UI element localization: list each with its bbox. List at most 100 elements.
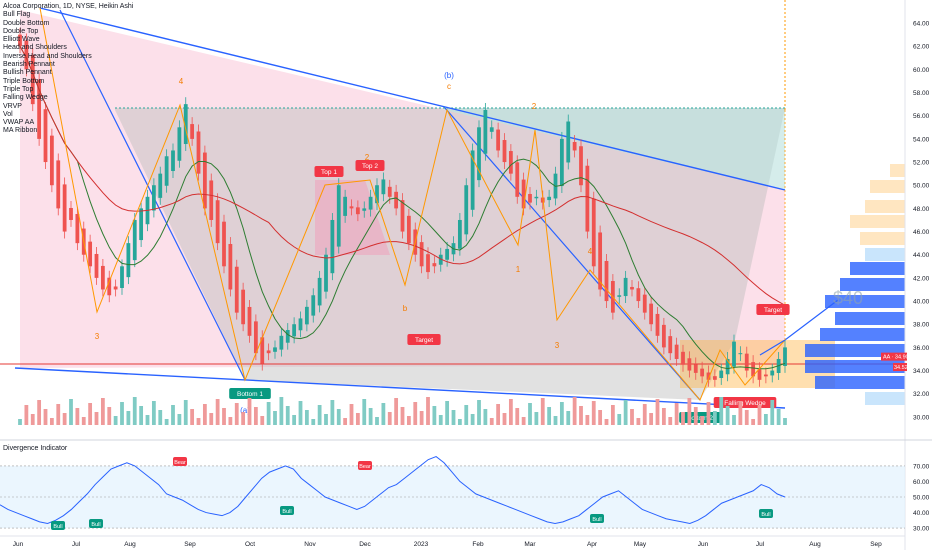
candle-body xyxy=(336,185,341,247)
volume-bar xyxy=(528,403,532,425)
x-tick-label: Sep xyxy=(184,541,196,548)
y-tick-label: 30.00 xyxy=(913,414,930,421)
volume-bar xyxy=(190,409,195,425)
candle-body xyxy=(706,372,711,380)
divergence-signal-label: Bull xyxy=(761,512,770,518)
volume-bar xyxy=(636,418,641,425)
y-tick-label: 58.00 xyxy=(913,90,930,97)
y-tick-label: 42.00 xyxy=(913,275,930,282)
y-tick-label: 46.00 xyxy=(913,229,930,236)
volume-bar xyxy=(368,408,373,425)
volume-bar xyxy=(477,400,481,425)
divergence-signal-badge xyxy=(89,519,103,528)
indicator-legend-item[interactable]: Bull Flag xyxy=(3,11,31,19)
volume-bar xyxy=(521,417,526,425)
indicator-legend-item[interactable]: Double Bottom xyxy=(3,19,50,27)
candle-body xyxy=(62,184,67,232)
indicator-legend-item[interactable]: Bearish Pennant xyxy=(3,61,55,69)
volume-bar xyxy=(630,409,634,425)
y-tick-label: 48.00 xyxy=(913,206,930,213)
volume-bar xyxy=(81,417,86,425)
y-tick-label: 52.00 xyxy=(913,160,930,167)
candle-body xyxy=(751,362,756,377)
x-tick-label: Aug xyxy=(809,541,821,548)
volume-bar xyxy=(209,413,214,425)
candle-body xyxy=(139,208,144,241)
volume-bar xyxy=(120,402,124,425)
volume-bar xyxy=(94,412,99,425)
x-tick-label: Mar xyxy=(524,541,536,548)
volume-bar xyxy=(591,401,596,425)
volume-profile-bar xyxy=(890,164,905,177)
indicator-legend-item[interactable]: Head and Shoulders xyxy=(3,44,67,52)
volume-bar xyxy=(776,409,781,425)
candle-body xyxy=(304,306,309,325)
indicator-legend-item[interactable]: Triple Bottom xyxy=(3,77,45,85)
candle-body xyxy=(279,335,284,350)
wave-label: (a) xyxy=(240,406,250,415)
volume-bar xyxy=(483,409,488,425)
volume-bar xyxy=(375,417,379,425)
indicator-legend-item[interactable]: Elliott Wave xyxy=(3,36,40,44)
volume-bar xyxy=(247,398,252,425)
indicator-legend-item[interactable]: VRVP xyxy=(3,102,22,110)
volume-profile-bar xyxy=(825,295,905,308)
candle-body xyxy=(515,162,520,197)
candle-body xyxy=(49,135,54,186)
x-tick-label: Nov xyxy=(304,541,316,548)
volume-bar xyxy=(228,417,233,425)
candle-body xyxy=(604,260,609,302)
indicator-legend-item[interactable]: VWAP AA xyxy=(3,119,35,127)
divergence-signal-label: Bear xyxy=(174,460,186,466)
volume-bar xyxy=(177,414,182,425)
volume-bar xyxy=(534,412,539,425)
price-label: 34.52 xyxy=(894,365,908,371)
candle-body xyxy=(18,34,22,47)
candle-body xyxy=(661,324,666,348)
pattern-badge xyxy=(355,160,385,171)
candle-body xyxy=(630,286,634,290)
indicator-legend-item[interactable]: Falling Wedge xyxy=(3,94,48,102)
divergence-signal-label: Bear xyxy=(359,464,371,470)
candle-body xyxy=(126,243,131,278)
volume-bar xyxy=(432,406,437,425)
candle-body xyxy=(725,358,730,375)
volume-bar xyxy=(572,397,577,425)
candle-body xyxy=(681,351,685,365)
indicator-list: Bull Flag Double Bottom Double Top Elliott … xyxy=(3,11,133,135)
pattern-label: Target xyxy=(415,337,433,344)
volume-bar xyxy=(336,409,341,425)
y-tick-label: 38.00 xyxy=(913,322,930,329)
candle-body xyxy=(566,121,571,163)
volume-bar xyxy=(598,410,603,425)
wave-label: 1 xyxy=(516,265,521,274)
candle-body xyxy=(241,289,246,325)
indicator-legend-item[interactable]: Triple Top xyxy=(3,85,34,93)
indicator-legend-item[interactable]: Inverse Head and Shoulders xyxy=(3,52,92,60)
indicator-legend-item[interactable]: Bullish Pennant xyxy=(3,69,52,77)
indicator-legend-item[interactable]: MA Ribbon xyxy=(3,127,38,135)
volume-bar xyxy=(132,397,137,425)
candle-body xyxy=(770,370,775,376)
candle-body xyxy=(712,376,717,380)
volume-profile-bar xyxy=(840,278,905,291)
volume-bar xyxy=(438,415,443,425)
wave-label: (b) xyxy=(444,71,454,80)
volume-bar xyxy=(674,403,679,425)
candle-body xyxy=(88,241,93,267)
pattern-badge xyxy=(407,334,441,345)
candle-body xyxy=(534,196,539,199)
volume-bar xyxy=(502,413,507,425)
volume-bar xyxy=(234,403,239,425)
candle-body xyxy=(253,321,258,354)
candle-body xyxy=(642,294,647,313)
candle-body xyxy=(260,337,265,364)
candle-body xyxy=(343,196,348,216)
candle-body xyxy=(37,79,42,139)
volume-bar xyxy=(681,412,685,425)
indicator-legend-item[interactable]: Vol xyxy=(3,110,13,118)
indicator-legend-item[interactable]: Double Top xyxy=(3,27,39,35)
volume-profile-bar xyxy=(835,312,905,325)
y-tick-label: 34.00 xyxy=(913,368,930,375)
